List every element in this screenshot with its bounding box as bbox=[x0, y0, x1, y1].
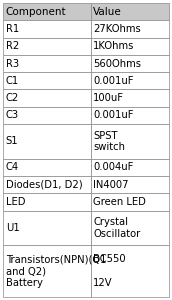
Text: R2: R2 bbox=[6, 41, 19, 51]
Bar bbox=[3, 3, 91, 20]
Text: Crystal
Oscillator: Crystal Oscillator bbox=[93, 217, 141, 239]
Bar bbox=[3, 38, 91, 55]
Bar bbox=[3, 159, 91, 176]
Text: LED: LED bbox=[6, 197, 25, 207]
Bar bbox=[3, 20, 91, 38]
Text: 27KOhms: 27KOhms bbox=[93, 24, 141, 34]
Bar bbox=[3, 72, 91, 89]
Text: C1: C1 bbox=[6, 76, 19, 86]
Bar bbox=[91, 176, 169, 193]
Text: IN4007: IN4007 bbox=[93, 180, 129, 190]
Text: S1: S1 bbox=[6, 136, 18, 146]
Text: 0.001uF: 0.001uF bbox=[93, 110, 134, 120]
Text: BC550

12V: BC550 12V bbox=[93, 254, 126, 288]
Text: 0.001uF: 0.001uF bbox=[93, 76, 134, 86]
Bar bbox=[3, 176, 91, 193]
Text: SPST
switch: SPST switch bbox=[93, 130, 125, 152]
Text: 100uF: 100uF bbox=[93, 93, 124, 103]
Text: C2: C2 bbox=[6, 93, 19, 103]
Text: C4: C4 bbox=[6, 162, 19, 172]
Text: C3: C3 bbox=[6, 110, 19, 120]
Text: Diodes(D1, D2): Diodes(D1, D2) bbox=[6, 180, 82, 190]
Bar bbox=[91, 55, 169, 72]
Bar bbox=[3, 107, 91, 124]
Bar bbox=[91, 72, 169, 89]
Text: 1KOhms: 1KOhms bbox=[93, 41, 135, 51]
Text: Component: Component bbox=[6, 7, 66, 16]
Text: U1: U1 bbox=[6, 223, 19, 233]
Bar bbox=[91, 107, 169, 124]
Bar bbox=[3, 55, 91, 72]
Bar bbox=[91, 89, 169, 107]
Bar bbox=[3, 211, 91, 245]
Bar bbox=[91, 20, 169, 38]
Text: Green LED: Green LED bbox=[93, 197, 146, 207]
Text: Transistors(NPN)(Q1
and Q2)
Battery: Transistors(NPN)(Q1 and Q2) Battery bbox=[6, 254, 106, 288]
Bar bbox=[91, 159, 169, 176]
Text: R3: R3 bbox=[6, 58, 19, 68]
Bar bbox=[91, 211, 169, 245]
Bar bbox=[91, 38, 169, 55]
Bar bbox=[3, 89, 91, 107]
Text: Value: Value bbox=[93, 7, 122, 16]
Bar bbox=[3, 124, 91, 159]
Bar bbox=[3, 245, 91, 297]
Text: 0.004uF: 0.004uF bbox=[93, 162, 134, 172]
Bar bbox=[91, 245, 169, 297]
Text: R1: R1 bbox=[6, 24, 19, 34]
Bar bbox=[91, 193, 169, 211]
Text: 560Ohms: 560Ohms bbox=[93, 58, 141, 68]
Bar bbox=[91, 124, 169, 159]
Bar bbox=[91, 3, 169, 20]
Bar bbox=[3, 193, 91, 211]
